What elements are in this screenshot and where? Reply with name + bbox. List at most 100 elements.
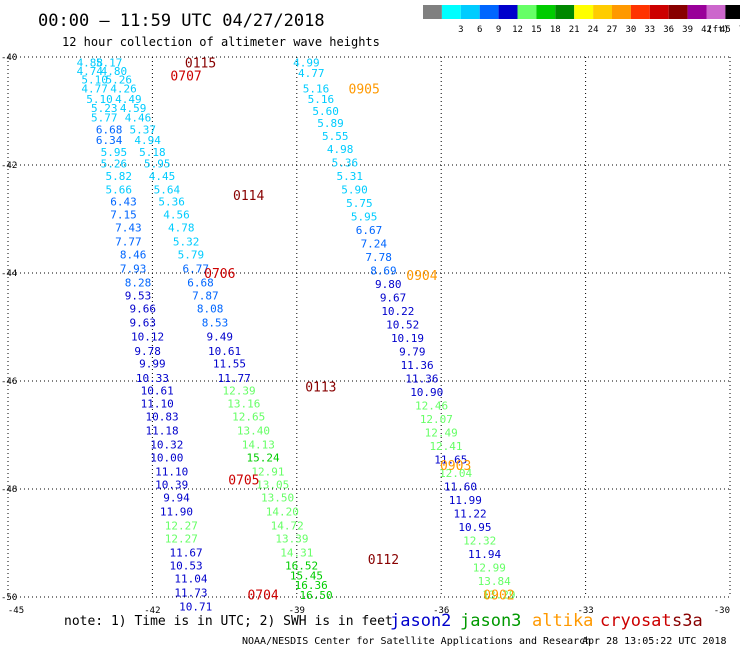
wave-height-value: 6.68 [187,277,214,290]
wave-height-value: 5.66 [105,183,132,196]
wave-height-value: 12.49 [425,426,458,439]
legend-swatch [668,5,688,19]
legend-swatch [441,5,461,19]
wave-height-value: 15.45 [290,569,323,582]
wave-height-value: 9.79 [399,345,426,358]
wave-height-value: 5.16 [303,82,330,95]
pass-label-s3a: 0115 [185,56,216,71]
chart-subtitle: 12 hour collection of altimeter wave hei… [62,35,380,49]
wave-height-value: 14.13 [242,439,275,452]
wave-height-value: 13.16 [227,398,260,411]
legend-label: 6 [477,25,482,35]
track-c: 4.994.775.165.165.605.895.554.985.365.31… [293,56,515,601]
wave-height-value: 12.65 [232,411,265,424]
legend-swatch [517,5,537,19]
wave-height-value: 4.74 [77,65,104,78]
legend-swatch [687,5,707,19]
pass-label-altika: 0905 [349,82,380,97]
wave-height-value: 5.82 [105,170,132,183]
legend-label: 45 [720,25,731,35]
wave-height-value: 6.77 [182,263,209,276]
wave-height-value: 10.32 [150,439,183,452]
wave-height-value: 4.78 [168,222,195,235]
wave-height-value: 13.05 [256,479,289,492]
wave-height-value: 4.99 [293,56,320,69]
wave-height-value: 8.53 [202,317,229,330]
wave-height-value: 10.61 [208,345,241,358]
wave-height-value: 11.10 [155,466,188,479]
track-a: 4.884.745.104.775.105.235.776.686.345.95… [77,56,213,613]
wave-height-value: 6.68 [96,123,123,136]
legend-swatch [555,5,575,19]
legend-label: 9 [496,25,501,35]
wave-height-value: 5.90 [341,183,368,196]
wave-height-value: 4.49 [115,93,142,106]
wave-height-value: 5.95 [144,157,171,170]
wave-height-value: 5.16 [308,93,335,106]
wave-height-value: 12.32 [463,534,496,547]
legend-swatch [612,5,631,19]
wave-height-value: 5.26 [105,74,132,87]
wave-height-value: 5.10 [86,93,113,106]
wave-height-value: 5.23 [91,102,118,115]
pass-label-altika: 0903 [440,459,471,474]
wave-height-value: 5.79 [178,249,205,262]
legend-swatch [593,5,612,19]
legend-swatch [423,5,442,19]
wave-height-value: 5.17 [96,56,123,69]
wave-height-value: 10.83 [145,411,178,424]
pass-label-cryosat: 0706 [204,267,235,282]
wave-height-value: 4.88 [77,56,104,69]
wave-height-value: 5.26 [101,157,128,170]
wave-height-value: 11.60 [444,480,477,493]
legend-label: 42 [701,25,712,35]
y-tick-label: -40 [1,53,17,63]
footnote: note: 1) Time is in UTC; 2) SWH is in fe… [64,614,393,629]
wave-height-value: 10.22 [381,305,414,318]
wave-height-value: 12.91 [251,466,284,479]
wave-height-value: 12.41 [429,440,462,453]
wave-height-value: 9.80 [375,278,402,291]
wave-height-value: 5.60 [312,105,339,118]
wave-height-value: 11.94 [468,548,501,561]
wave-height-value: 7.43 [115,222,142,235]
pass-label-cryosat: 0707 [170,69,201,84]
wave-height-value: 13.84 [478,575,511,588]
legend-swatch [536,5,556,19]
satellite-legend-jason2: jason2 [390,611,451,631]
wave-height-value: 5.36 [158,196,185,209]
wave-height-value: 11.36 [401,359,434,372]
wave-height-value: 8.28 [125,277,152,290]
pass-label-altika: 0904 [406,269,437,284]
satellite-legend-s3a: s3a [672,611,703,631]
wave-height-value: 7.77 [115,236,142,249]
wave-height-value: 10.53 [170,560,203,573]
wave-height-value: 11.65 [434,453,467,466]
wave-height-value: 13.39 [275,533,308,546]
wave-height-value: 5.64 [154,183,181,196]
satellite-legend-jason3: jason3 [460,611,521,631]
wave-height-value: 9.53 [125,290,152,303]
wave-height-value: 12.07 [420,413,453,426]
chart-title: 00:00 – 11:59 UTC 04/27/2018 [38,11,325,31]
y-tick-label: -44 [1,269,17,279]
wave-height-value: 9.67 [380,291,407,304]
tick-labels: -45 -42 -39 -36 -33 -30 -40 -42 -44 -46 -48 -50 [1,53,730,616]
y-tick-label: -50 [1,593,17,603]
wave-height-value: 9.49 [207,331,234,344]
x-tick-label: -30 [714,606,730,616]
x-tick-label: -36 [433,606,449,616]
credit-line: NOAA/NESDIS Center for Satellite Applica… [242,636,591,647]
legend-swatch [725,5,740,19]
wave-height-value: 5.31 [336,170,363,183]
legend-swatch [574,5,594,19]
wave-height-value: 5.36 [332,156,359,169]
wave-height-value: 5.10 [81,74,108,87]
wave-height-value: 4.98 [327,143,354,156]
wave-height-value: 16.36 [295,579,328,592]
timestamp: Apr 28 13:05:22 UTC 2018 [582,636,727,647]
wave-height-value: 4.45 [149,170,176,183]
wave-height-value: 11.90 [160,506,193,519]
